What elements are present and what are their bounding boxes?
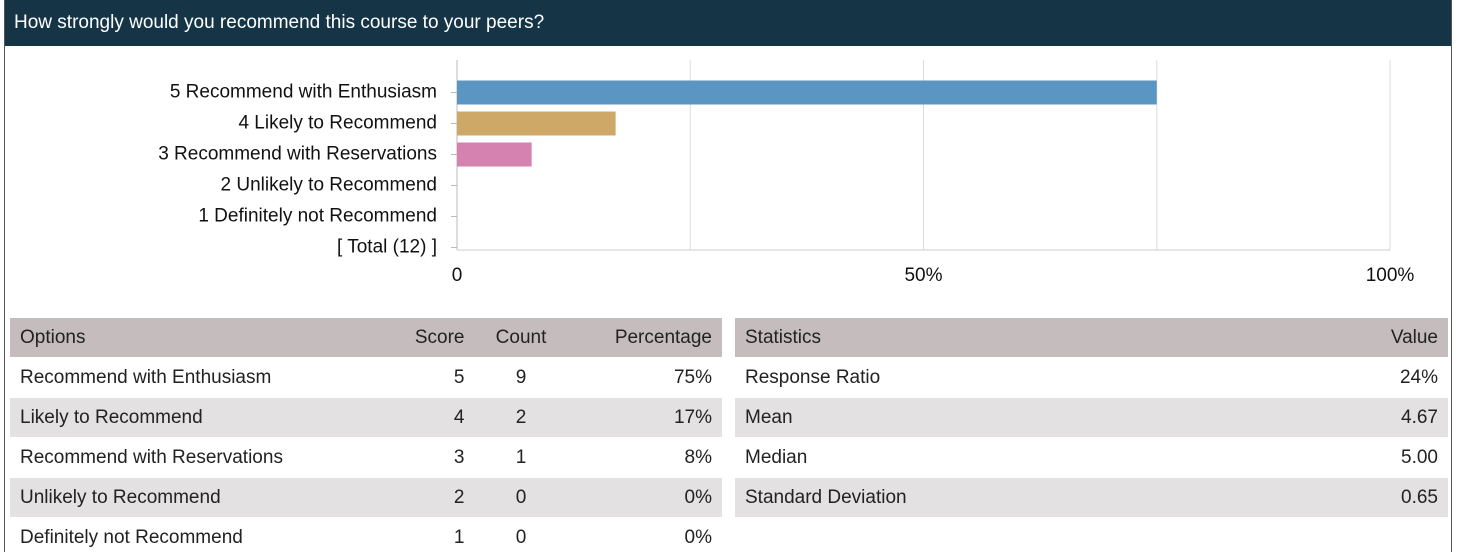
bar bbox=[457, 80, 1157, 105]
cell: 2 bbox=[474, 397, 568, 438]
cell: 75% bbox=[567, 357, 722, 398]
y-tick-label: 1 Definitely not Recommend bbox=[198, 206, 437, 227]
cell: 4.67 bbox=[1255, 397, 1448, 438]
row: Median 5.00 bbox=[735, 437, 1448, 478]
chart: 0 50% 100% 5 Recommend with Enthusiasm 4 Lik… bbox=[158, 60, 1415, 286]
cell: 3 bbox=[382, 437, 475, 478]
cell: 0% bbox=[567, 477, 722, 518]
row: Recommend with Reservations 3 1 8% bbox=[10, 437, 722, 478]
x-tick-label: 100% bbox=[1366, 265, 1415, 286]
options-table: Options Score Count Percentage Recommend wit… bbox=[10, 318, 722, 558]
cell: 5.00 bbox=[1255, 437, 1448, 478]
header-cell: Value bbox=[1255, 318, 1448, 358]
header-row: Options Score Count Percentage bbox=[10, 318, 722, 358]
row: Likely to Recommend 4 2 17% bbox=[10, 397, 722, 438]
cell: 9 bbox=[474, 357, 568, 398]
y-tick-label: 3 Recommend with Reservations bbox=[158, 144, 437, 165]
cell: Definitely not Recommend bbox=[10, 517, 383, 558]
cell: 2 bbox=[382, 477, 475, 518]
cell: Response Ratio bbox=[735, 357, 1256, 398]
row: Definitely not Recommend 1 0 0% bbox=[10, 517, 722, 558]
header-cell: Count bbox=[474, 318, 568, 358]
header-cell: Percentage bbox=[567, 318, 722, 358]
header-cell: Score bbox=[382, 318, 475, 358]
cell: Likely to Recommend bbox=[10, 397, 383, 438]
row: Response Ratio 24% bbox=[735, 357, 1448, 398]
x-tick-label: 50% bbox=[904, 265, 942, 286]
cell: 0 bbox=[474, 477, 568, 518]
cell: Mean bbox=[735, 397, 1256, 438]
row: Standard Deviation 0.65 bbox=[735, 477, 1448, 518]
header-cell: Statistics bbox=[735, 318, 1256, 358]
cell: 24% bbox=[1255, 357, 1448, 398]
frame: How strongly would you recommend this co… bbox=[4, 0, 1452, 552]
cell: 0 bbox=[474, 517, 568, 558]
cell: 1 bbox=[382, 517, 475, 558]
question-title: How strongly would you recommend this co… bbox=[5, 0, 1451, 46]
cell: 8% bbox=[567, 437, 722, 478]
bar bbox=[457, 111, 616, 136]
cell: Median bbox=[735, 437, 1256, 478]
cell: 0% bbox=[567, 517, 722, 558]
cell: Recommend with Reservations bbox=[10, 437, 383, 478]
row: Unlikely to Recommend 2 0 0% bbox=[10, 477, 722, 518]
y-tick-label: [ Total (12) ] bbox=[337, 237, 437, 258]
cell: 0.65 bbox=[1255, 477, 1448, 518]
header-cell: Options bbox=[10, 318, 383, 358]
bar bbox=[457, 142, 532, 167]
row: Recommend with Enthusiasm 5 9 75% bbox=[10, 357, 722, 398]
y-tick-label: 4 Likely to Recommend bbox=[238, 113, 437, 134]
statistics-table: Statistics Value Response Ratio 24% Mean 4.67… bbox=[735, 318, 1448, 518]
y-tick-label: 5 Recommend with Enthusiasm bbox=[170, 82, 437, 103]
cell: 17% bbox=[567, 397, 722, 438]
cell: Standard Deviation bbox=[735, 477, 1256, 518]
cell: Recommend with Enthusiasm bbox=[10, 357, 383, 398]
header-row: Statistics Value bbox=[735, 318, 1448, 358]
cell: Unlikely to Recommend bbox=[10, 477, 383, 518]
cell: 5 bbox=[382, 357, 475, 398]
cell: 4 bbox=[382, 397, 475, 438]
y-tick-label: 2 Unlikely to Recommend bbox=[221, 175, 437, 196]
x-tick-label: 0 bbox=[452, 265, 463, 286]
row: Mean 4.67 bbox=[735, 397, 1448, 438]
cell: 1 bbox=[474, 437, 568, 478]
